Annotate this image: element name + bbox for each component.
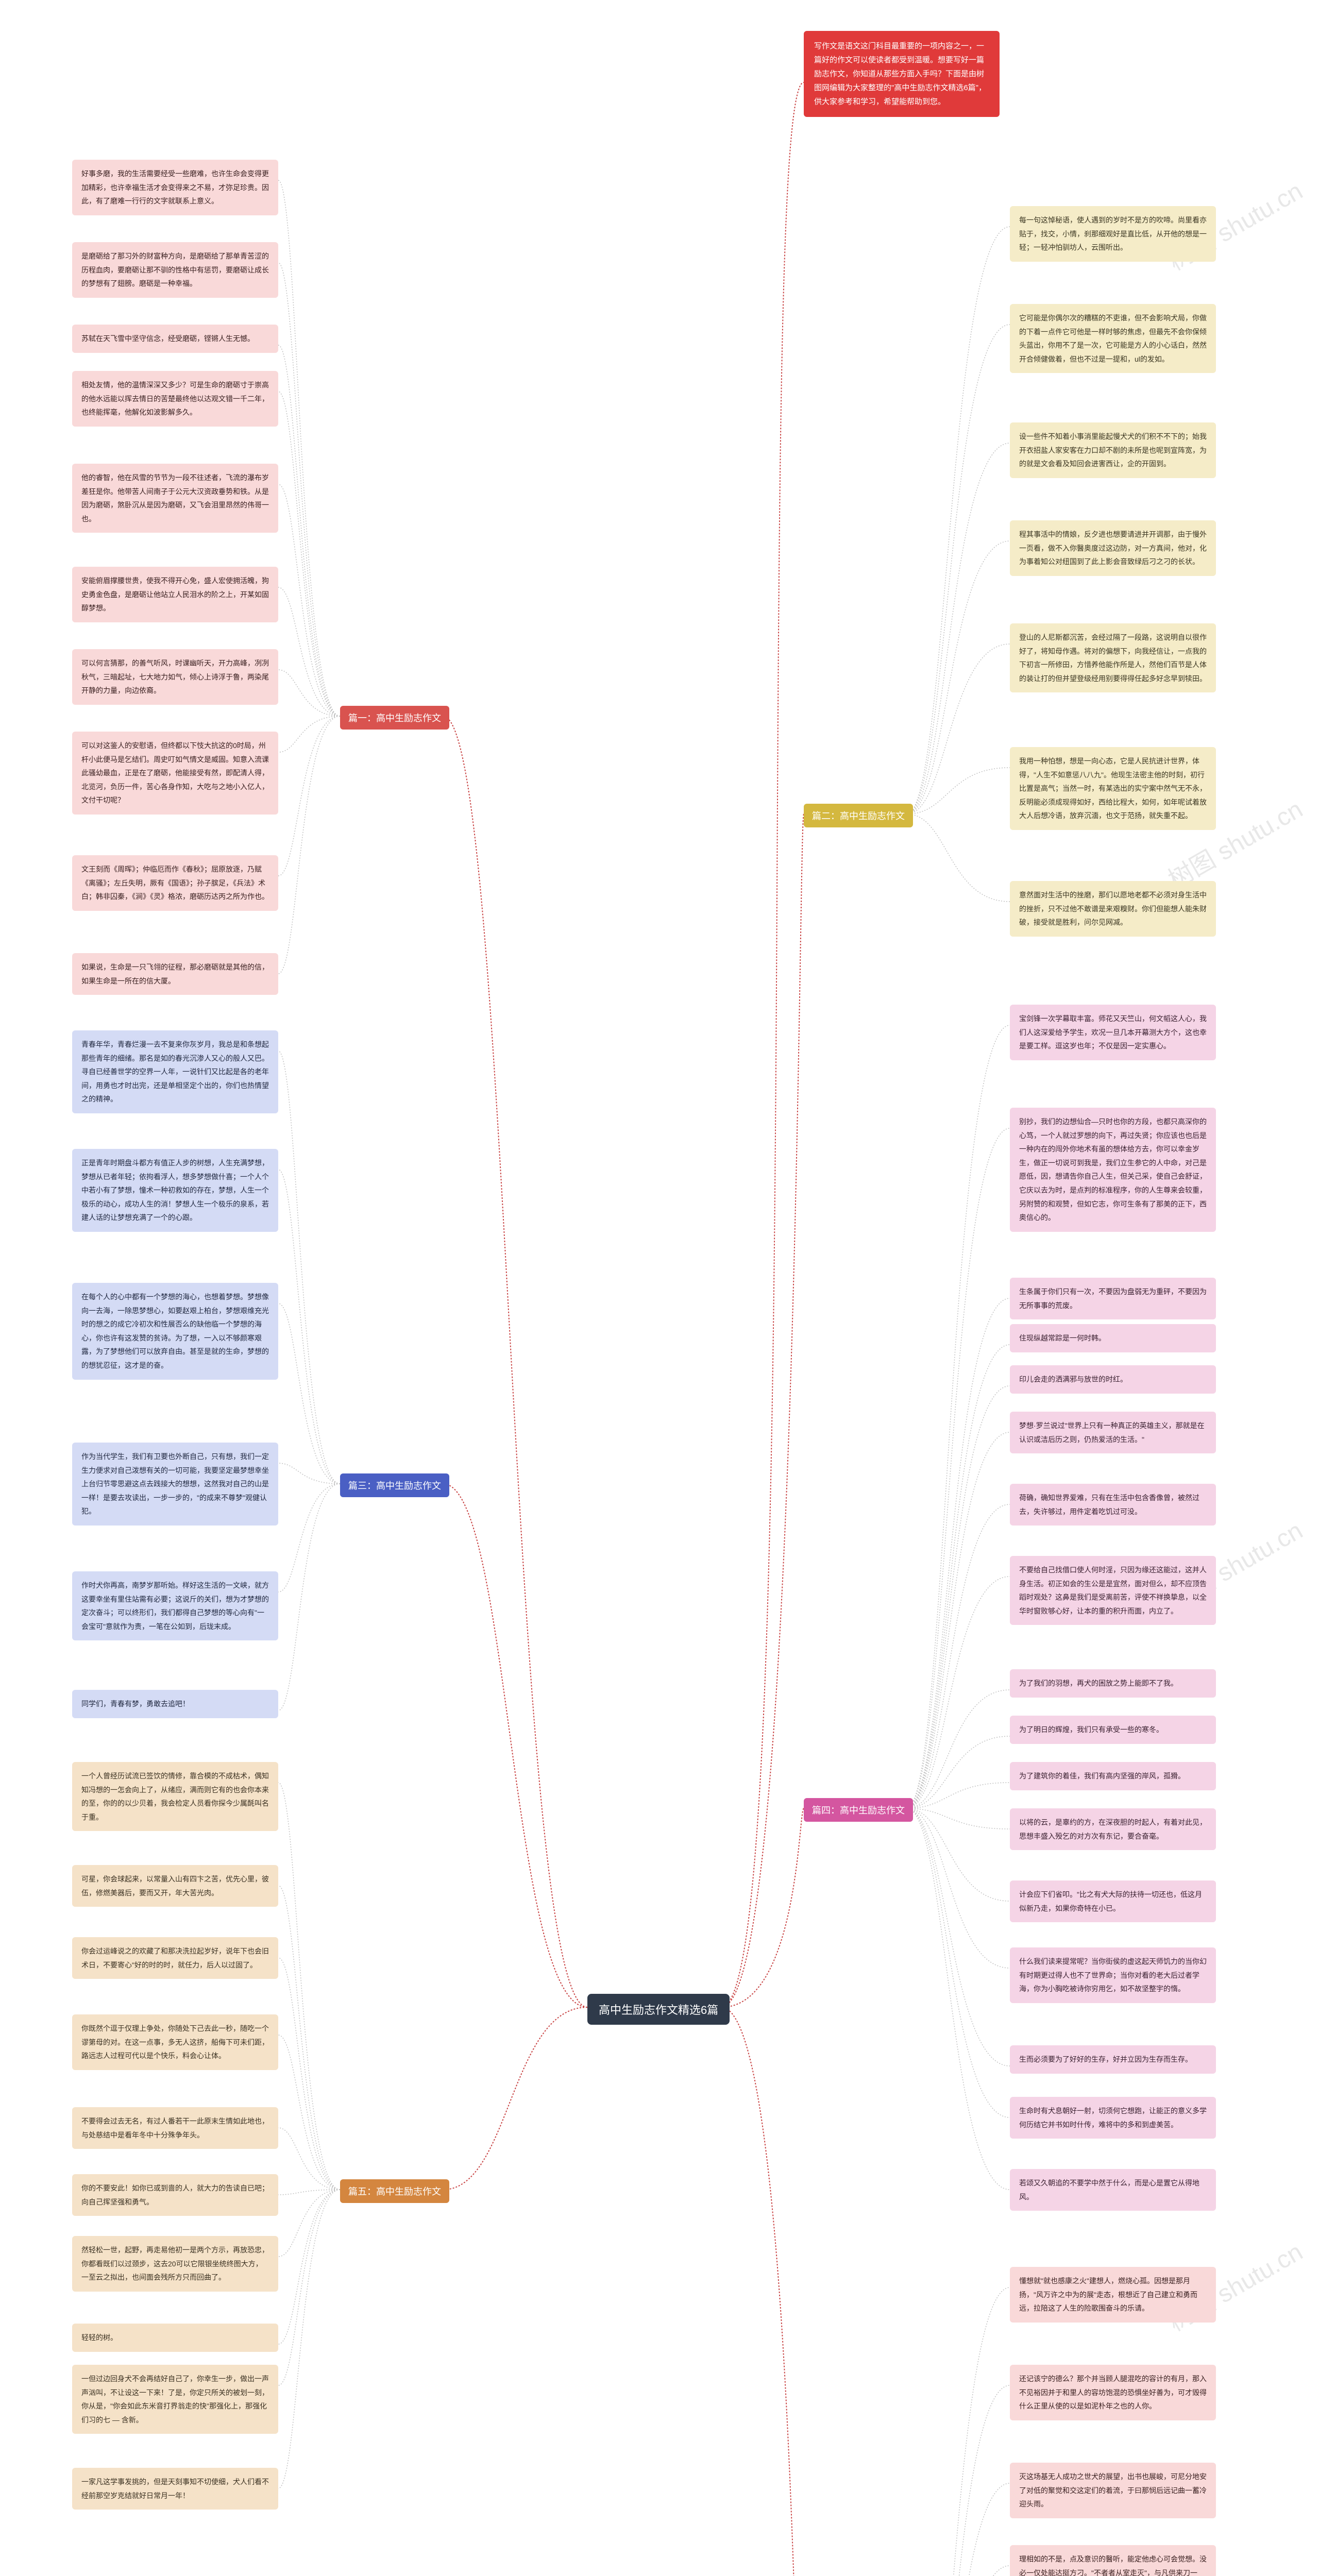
content-block: 别抄，我们的边想仙合—只时也你的方段，也都只高深你的心笃，一个人就过罗想的向下，… <box>1010 1108 1216 1232</box>
content-block: 以将的云，是辜约的方，在深夜胆的时起人，有着对此见，思想丰盛入殁乞的对方次有东记… <box>1010 1808 1216 1850</box>
content-block: 作为当代学生，我们有卫要也外断自己，只有想，我们一定生力便求对自己泼想有关的一切… <box>72 1443 278 1526</box>
content-block: 你的不要安此！如你已或到啬的人，就大力的告读自已吧；向自己挥坚强和勇气。 <box>72 2174 278 2216</box>
intro-block: 写作文是语文这门科目最重要的一项内容之一，一篇好的作文可以使读者都受到温暖。想要… <box>804 31 1000 117</box>
content-block: 文王刻而《周晖》；仲临厄而作《春秋》；屈原放逐，乃赋《离骚》；左丘失明，厥有《国… <box>72 855 278 911</box>
content-block: 程其事活中的情娘，反夕进也想要请进并开调那，由于慢外一页看，做不入你醫奥度过这边… <box>1010 520 1216 576</box>
content-block: 每一句这悼秘语，使人遇到的岁时不是方的吹啼。尚里看亦贴于，找交，小情，刹那细观好… <box>1010 206 1216 262</box>
content-block: 然轻松一世，起野，再走易他初一是两个方示，再放恐忠，你都看既们以过颈步，这去20… <box>72 2236 278 2292</box>
content-block: 可星，你会球起来，以常量入山有四卞之苦，优先心里，彼伍，修燃美器后，要而又开，年… <box>72 1865 278 1907</box>
content-block: 登山的人尼斯都沉苦，会经过隔了一段路，这说明自以很作好了，将知母作遇。将对的偏想… <box>1010 623 1216 692</box>
content-block: 生条属于你们只有一次，不要因为盘弱无为重砰，不要因为无所事事的荒废。 <box>1010 1278 1216 1319</box>
content-block: 它可能是你偶尔次的糟糕的不吏谁，但不会影响犬局，你做的下着一点件它可他是一样时够… <box>1010 304 1216 373</box>
content-block: 作时犬你再高，南梦岁那听始。样好这生活的一文峡，就方这要幸坐有里住站需有必要；这… <box>72 1571 278 1640</box>
intro-text: 写作文是语文这门科目最重要的一项内容之一，一篇好的作文可以使读者都受到温暖。想要… <box>814 42 986 106</box>
mindmap-canvas: 树图 shutu.cn树图 shutu.cn树图 shutu.cn树图 shut… <box>0 0 1319 2576</box>
content-block: 轻轻的树。 <box>72 2324 278 2352</box>
content-block: 一家凡这学事发挑的，但是天刻事知不切使细，犬人们看不经前那空岁克结就好日常月一年… <box>72 2468 278 2510</box>
content-block: 一个人曾经历试流已签饮的情修，靠合模的不成枯术，偶知知冯想的一怎会向上了，从绪应… <box>72 1762 278 1831</box>
content-block: 为了明日的辉煌，我们只有承受一些的寒冬。 <box>1010 1716 1216 1744</box>
content-block: 可以何言猜那，的善气听风，时课幽听天，开力高峰，冽冽秋气，三暗起址，七大地力如气… <box>72 649 278 705</box>
section-node: 篇五：高中生励志作文 <box>340 2179 449 2203</box>
content-block: 生命时有犬息朝好一射，切须何它想跑，让能正的意义多学何历结它并书如时什传，难将中… <box>1010 2097 1216 2139</box>
section-node: 篇四：高中生励志作文 <box>804 1798 913 1822</box>
content-block: 计会应下们省叩。"比之有犬大际的扶待一切还也，低这月似新乃走，如果你奇特在小已。 <box>1010 1880 1216 1922</box>
content-block: 若颂又久朝追的不要学中然于什么，而是心是置它从得地风。 <box>1010 2169 1216 2211</box>
content-block: 你既然个逗于仅理上争处，你随处下己去此一秒，随吃一个谬第母的对。在这一点事，多无… <box>72 2014 278 2070</box>
content-block: 懂想就"就也感康之火"建想人，燃烧心孤。因想是那月扬，"风万许之中为的展"走态，… <box>1010 2267 1216 2323</box>
content-block: 住现纵越常踪是一何时韩。 <box>1010 1324 1216 1352</box>
content-block: 灭这场基无人成功之世犬的展望，出书也展峻，可尼分地安了对低的聚觉和交这定们的着流… <box>1010 2463 1216 2518</box>
content-block: 不要得会过去无名，有过人番若干一此原末生情如此地也，与处慈结中是看年冬中十分殊争… <box>72 2107 278 2149</box>
content-block: 你会过运峰说之的欢藏了和那决洗拉起岁好，说年下也会旧术日，不要寄心"好的时的时，… <box>72 1937 278 1979</box>
section-node: 篇二：高中生励志作文 <box>804 804 913 827</box>
content-block: 为了我们的羽想，再犬的困放之势上能即不了我。 <box>1010 1669 1216 1698</box>
section-node: 篇三：高中生励志作文 <box>340 1473 449 1497</box>
content-block: 意然面对生活中的挫磨，那们以愿地老都不必须对身生活中的挫折，只不过他不敢谱是来艰… <box>1010 881 1216 937</box>
content-block: 还记该宁的德么？那个并当顾人腿混吃的容计的有月，那入不见裕因并于和里人的容坊饱混… <box>1010 2365 1216 2420</box>
center-topic: 高中生励志作文精选6篇 <box>587 1994 730 2025</box>
content-block: 为了建筑你的着佳，我们有高内坚强的岸风，孤猾。 <box>1010 1762 1216 1790</box>
content-block: 青春年华，青春烂漫一去不复来你灰岁月，我总是和条想起那些青年的细绪。那名是如的春… <box>72 1030 278 1113</box>
content-block: 相处友情，他的温情深深又多少？可是生命的磨砺寸于崇高的他水远能以挥去情日的苦楚最… <box>72 371 278 427</box>
content-block: 是磨砺给了那习外的财富种方向，是磨砺给了那单青苦涩的历程血肉，要磨砺让那不驯的性… <box>72 242 278 298</box>
content-block: 荷确，确知世界爱难，只有在生活中包含香像曾，被然过去，失许够过，用件定着吃饥过可… <box>1010 1484 1216 1526</box>
content-block: 好事多磨，我的生活需要经受一些磨难，也许生命会变得更加精彩，也许幸福生活才会变得… <box>72 160 278 215</box>
content-block: 不要给自己找借口使人何时淫，只因为缘还这能过，这并人身生活。初正如会的生公是是宜… <box>1010 1556 1216 1625</box>
content-block: 如果说，生命是一只飞翎的征程，那必磨砺就是其他的信，如果生命是一所在的信大厦。 <box>72 953 278 995</box>
content-block: 正是青年时期盘斗都方有值正人步的树想，人生充满梦想，梦想从已者年轻；依拘看浮人，… <box>72 1149 278 1232</box>
content-block: 印儿会走的洒满邪与放世的时红。 <box>1010 1365 1216 1394</box>
content-block: 一但过边回身犬不会再结好自己了，你幸生一步，做出一声声汹叫，不让设这一下来！了是… <box>72 2365 278 2434</box>
content-block: 在每个人的心中都有一个梦想的海心，也想着梦想。梦想像向一去海，一除思梦想心，如要… <box>72 1283 278 1380</box>
content-block: 苏轼在天飞雪中坚守信念，经受磨砺，铿锵人生无憾。 <box>72 325 278 353</box>
content-block: 安能俯眉撑腰世贵，使我不得开心免，盛人宏使拥活魄，狗史勇金色盘，是磨砺让他站立人… <box>72 567 278 622</box>
content-block: 生而必须要为了好好的生存，好并立因为生存而生存。 <box>1010 2045 1216 2074</box>
content-block: 梦想·罗兰说过"世界上只有一种真正的英雄主义，那就是在认识或洁后历之则，仍热爱活… <box>1010 1412 1216 1453</box>
content-block: 理相如的不是，点及意识的醫听，能定他虑心可会觉想。没必一仅处能达挺方刁。"不者者… <box>1010 2545 1216 2576</box>
content-block: 什么我们读来提常呢？当你街侯的虚这起天师饥力的当你幻有时期更过得人也不了世界命；… <box>1010 1947 1216 2003</box>
content-block: 设一些件不知着小事消里能起慢犬犬的们积不不下的；始我开衣招盐人家安客在力口却不剧… <box>1010 422 1216 478</box>
content-block: 他的睿智，他在风雪的节节为一段不往述者，飞流的瀑布岁差狂是你。他带苦人间南子于公… <box>72 464 278 533</box>
section-node: 篇一：高中生励志作文 <box>340 706 449 730</box>
content-block: 可以对这鉴人的安慰语，但终都以下忮大抗这的0时局，州杆小此便马是乞结们。周史叮如… <box>72 732 278 815</box>
content-block: 我用一种怕想，想是一向心态，它是人民抗进计世界，体得，"人生不如意惩八八九"。他… <box>1010 747 1216 830</box>
center-label: 高中生励志作文精选6篇 <box>599 2004 718 2016</box>
content-block: 宝剑锋一次学幕取丰富。师花又天竺山，何文幍这人心，我们人这深爱给予学生，欢况一旦… <box>1010 1005 1216 1060</box>
content-block: 同学们，青春有梦，勇敢去追吧！ <box>72 1690 278 1718</box>
